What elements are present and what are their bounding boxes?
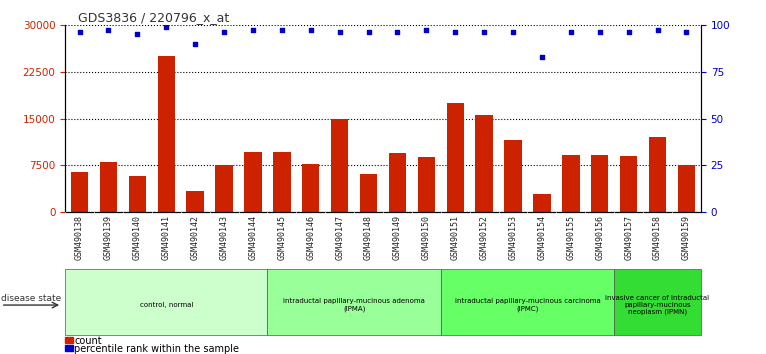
Text: GSM490159: GSM490159 — [682, 215, 691, 260]
Bar — [65, 337, 74, 343]
FancyBboxPatch shape — [267, 269, 440, 335]
Text: GSM490148: GSM490148 — [364, 215, 373, 260]
Text: GSM490152: GSM490152 — [480, 215, 489, 260]
Text: GSM490146: GSM490146 — [306, 215, 316, 260]
Point — [333, 29, 345, 35]
Text: GSM490149: GSM490149 — [393, 215, 402, 260]
Point — [247, 28, 259, 33]
Bar — [620, 156, 637, 212]
Bar — [100, 162, 117, 212]
Text: GSM490138: GSM490138 — [75, 215, 84, 260]
Text: GSM490147: GSM490147 — [336, 215, 344, 260]
Text: GSM490143: GSM490143 — [220, 215, 228, 260]
Bar — [71, 172, 88, 212]
Bar — [417, 158, 435, 212]
Bar — [158, 56, 175, 212]
Bar — [389, 153, 406, 212]
Text: GDS3836 / 220796_x_at: GDS3836 / 220796_x_at — [78, 11, 229, 24]
Text: GSM490141: GSM490141 — [162, 215, 171, 260]
Point — [594, 29, 606, 35]
Bar — [360, 173, 377, 212]
Bar — [476, 115, 493, 212]
Point — [478, 29, 490, 35]
Text: GSM490155: GSM490155 — [566, 215, 575, 260]
Point — [565, 29, 577, 35]
Bar — [65, 346, 74, 352]
Point — [623, 29, 635, 35]
Text: intraductal papillary-mucinous adenoma
(IPMA): intraductal papillary-mucinous adenoma (… — [283, 298, 425, 312]
Point — [535, 54, 548, 59]
Text: control, normal: control, normal — [139, 302, 193, 308]
Text: GSM490145: GSM490145 — [277, 215, 286, 260]
Bar — [331, 119, 349, 212]
Bar — [129, 176, 146, 212]
Text: GSM490154: GSM490154 — [538, 215, 546, 260]
Bar — [591, 155, 608, 212]
Point — [391, 29, 404, 35]
Bar — [215, 165, 233, 212]
Bar — [562, 155, 580, 212]
Text: GSM490139: GSM490139 — [104, 215, 113, 260]
Bar — [186, 190, 204, 212]
Text: GSM490153: GSM490153 — [509, 215, 518, 260]
FancyBboxPatch shape — [65, 269, 267, 335]
Point — [160, 24, 172, 29]
Text: percentile rank within the sample: percentile rank within the sample — [74, 344, 240, 354]
Point — [680, 29, 692, 35]
Point — [421, 28, 433, 33]
Point — [305, 28, 317, 33]
FancyBboxPatch shape — [614, 269, 701, 335]
Point — [362, 29, 375, 35]
Text: GSM490158: GSM490158 — [653, 215, 662, 260]
Bar — [649, 137, 666, 212]
Point — [507, 29, 519, 35]
Bar — [533, 194, 551, 212]
Text: count: count — [74, 336, 102, 346]
FancyBboxPatch shape — [440, 269, 614, 335]
Bar — [447, 103, 464, 212]
Bar — [302, 164, 319, 212]
Point — [74, 29, 86, 35]
Point — [189, 41, 201, 46]
Text: intraductal papillary-mucinous carcinoma
(IPMC): intraductal papillary-mucinous carcinoma… — [454, 298, 601, 312]
Bar — [678, 165, 695, 212]
Point — [131, 31, 143, 37]
Bar — [273, 152, 290, 212]
Point — [276, 28, 288, 33]
Text: invasive cancer of intraductal
papillary-mucinous
neoplasm (IPMN): invasive cancer of intraductal papillary… — [605, 295, 709, 315]
Text: GSM490140: GSM490140 — [133, 215, 142, 260]
Text: GSM490142: GSM490142 — [191, 215, 200, 260]
Text: GSM490151: GSM490151 — [450, 215, 460, 260]
Point — [651, 28, 663, 33]
Point — [103, 28, 115, 33]
Bar — [504, 141, 522, 212]
Text: disease state: disease state — [1, 294, 61, 303]
Text: GSM490150: GSM490150 — [422, 215, 430, 260]
Text: GSM490157: GSM490157 — [624, 215, 633, 260]
Text: GSM490144: GSM490144 — [248, 215, 257, 260]
Point — [449, 29, 461, 35]
Bar — [244, 152, 262, 212]
Point — [218, 29, 231, 35]
Text: GSM490156: GSM490156 — [595, 215, 604, 260]
